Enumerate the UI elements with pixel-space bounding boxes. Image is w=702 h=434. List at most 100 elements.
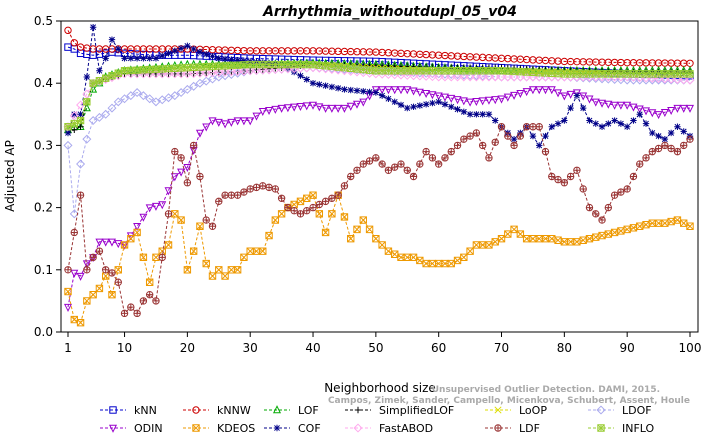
data-point-fastabod xyxy=(421,71,431,81)
data-point-fastabod xyxy=(157,69,167,79)
data-point-odin xyxy=(321,104,330,113)
data-point-ldf xyxy=(101,266,110,274)
data-point-odin xyxy=(522,88,531,97)
series-line-cof xyxy=(67,27,691,147)
data-point-ldof xyxy=(120,94,130,104)
x-tick-label: 100 xyxy=(679,341,702,355)
data-point-ldf xyxy=(441,154,449,162)
data-point-odin xyxy=(214,118,223,127)
data-point-kdeos xyxy=(428,259,437,268)
data-point-cof xyxy=(177,45,185,52)
data-point-ldf xyxy=(516,132,525,140)
data-point-ldf xyxy=(334,191,342,199)
data-point-kdeos xyxy=(290,200,298,209)
data-point-cof xyxy=(366,88,373,96)
data-point-cof xyxy=(133,55,141,62)
data-point-inflo xyxy=(271,60,280,69)
data-point-ldof xyxy=(88,116,98,126)
data-point-odin xyxy=(164,187,173,196)
data-point-ldf xyxy=(145,291,154,299)
data-point-kdeos xyxy=(460,253,468,262)
legend-item-lof: LOF xyxy=(264,404,319,417)
data-point-cof xyxy=(165,50,172,57)
data-point-ldof xyxy=(101,109,111,119)
data-point-ldf xyxy=(284,203,292,212)
data-point-inflo xyxy=(208,62,217,71)
data-point-cof xyxy=(510,135,518,143)
legend-marker-inflo xyxy=(597,424,605,432)
data-point-kdeos xyxy=(516,230,525,238)
legend-label-cof: COF xyxy=(298,422,321,434)
series-ldf xyxy=(64,123,694,317)
data-point-inflo xyxy=(359,65,367,74)
data-point-odin xyxy=(70,269,79,278)
data-point-ldf xyxy=(548,172,556,181)
y-axis-label: Adjusted AP xyxy=(3,140,17,212)
data-point-odin xyxy=(252,112,261,121)
data-point-inflo xyxy=(303,60,311,69)
data-point-ldf xyxy=(215,197,223,205)
data-point-inflo xyxy=(497,67,506,75)
data-point-cof xyxy=(215,55,222,62)
data-point-cof xyxy=(64,129,72,137)
data-point-cof xyxy=(485,111,493,118)
legend-item-ldf: LDF xyxy=(485,422,540,434)
x-tick-label: 90 xyxy=(620,341,635,355)
data-point-odin xyxy=(76,272,85,281)
data-point-kdeos xyxy=(667,217,675,226)
data-point-cof xyxy=(605,120,612,127)
data-point-ldf xyxy=(667,144,675,153)
data-point-odin xyxy=(277,104,286,113)
data-point-ldf xyxy=(497,123,506,131)
x-tick-label: 80 xyxy=(557,341,572,355)
data-point-cof xyxy=(140,55,147,62)
data-point-ldof xyxy=(383,66,393,76)
data-point-kdeos xyxy=(365,225,374,234)
data-point-cof xyxy=(667,129,675,137)
data-point-cof xyxy=(674,123,681,130)
data-point-cof xyxy=(228,56,235,63)
legend: kNN kNNW LOF SimplifiedLOF LoOP LDOF ODIN KDEOS… xyxy=(100,404,655,434)
data-point-inflo xyxy=(340,63,349,72)
data-point-odin xyxy=(107,238,116,247)
data-point-ldf xyxy=(365,157,374,165)
data-point-ldf xyxy=(535,123,543,131)
data-point-odin xyxy=(466,98,475,107)
data-point-kdeos xyxy=(127,235,135,243)
data-point-ldf xyxy=(566,172,575,181)
data-point-cof xyxy=(636,111,643,118)
data-point-inflo xyxy=(504,67,512,75)
data-point-inflo xyxy=(284,60,292,69)
data-point-fastabod xyxy=(195,68,205,78)
data-point-kdeos xyxy=(152,253,160,262)
legend-marker-fastabod xyxy=(353,423,363,433)
data-point-odin xyxy=(239,117,248,126)
data-point-odin xyxy=(353,100,362,109)
data-point-kdeos xyxy=(686,222,694,230)
legend-marker-lof xyxy=(272,405,282,414)
data-point-inflo xyxy=(604,70,613,78)
data-point-odin xyxy=(635,105,644,114)
data-point-inflo xyxy=(334,63,342,71)
data-point-inflo xyxy=(114,69,122,77)
x-tick-label: 40 xyxy=(305,341,320,355)
data-point-odin xyxy=(315,103,324,112)
data-point-ldf xyxy=(290,207,298,215)
data-point-inflo xyxy=(384,67,393,75)
data-point-odin xyxy=(371,86,380,95)
data-point-ldf xyxy=(409,172,418,181)
data-point-ldf xyxy=(585,203,594,212)
data-point-fastabod xyxy=(82,89,92,99)
data-point-kdeos xyxy=(529,235,537,243)
data-point-odin xyxy=(334,104,343,113)
data-point-ldf xyxy=(83,266,91,274)
data-point-ldf xyxy=(227,191,236,199)
data-point-kdeos xyxy=(303,194,311,202)
data-point-ldof xyxy=(138,91,148,101)
data-point-ldf xyxy=(158,253,166,261)
data-point-odin xyxy=(510,91,519,100)
data-point-odin xyxy=(158,201,167,210)
data-point-inflo xyxy=(101,74,110,82)
data-point-ldf xyxy=(183,179,192,187)
data-point-odin xyxy=(604,100,613,109)
